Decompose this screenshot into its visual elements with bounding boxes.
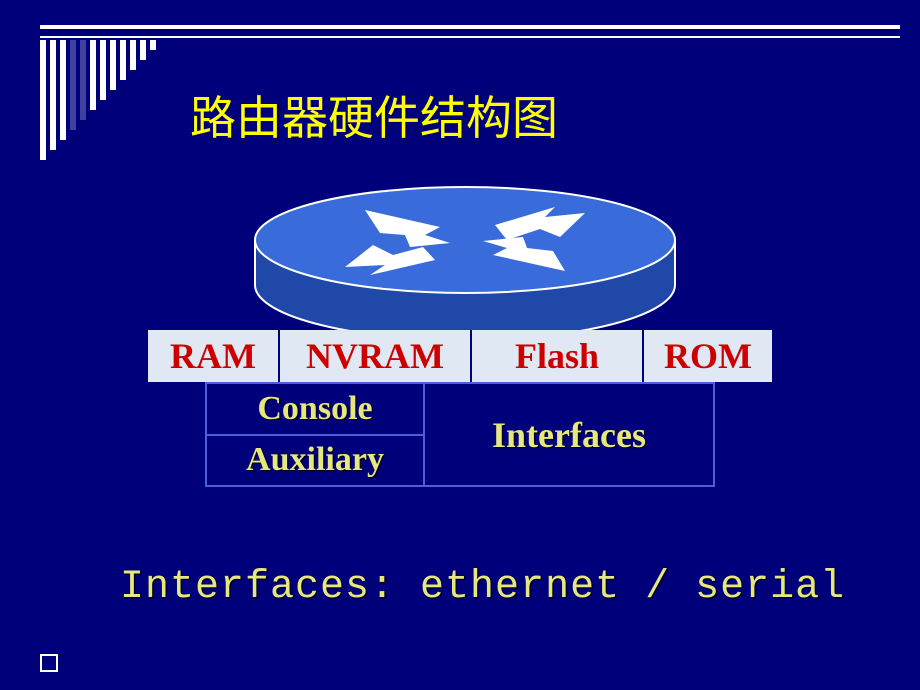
top-rule-thick [40,25,900,29]
mem-cell-ram: RAM [148,330,278,382]
slide-bullet-icon [40,654,58,672]
footer-text: Interfaces: ethernet / serial [120,565,845,610]
port-auxiliary: Auxiliary [205,434,425,488]
memory-row: RAM NVRAM Flash ROM [148,330,772,382]
slide-title: 路由器硬件结构图 [190,82,558,148]
mem-cell-rom: ROM [642,330,772,382]
router-icon [245,185,685,345]
ports-table: Console Auxiliary Interfaces [205,382,715,487]
top-rule-thin [40,36,900,38]
port-console: Console [205,382,425,434]
mem-cell-nvram: NVRAM [278,330,470,382]
mem-cell-flash: Flash [470,330,642,382]
ports-left-column: Console Auxiliary [205,382,425,487]
port-interfaces: Interfaces [425,382,715,487]
corner-decoration [40,40,160,160]
